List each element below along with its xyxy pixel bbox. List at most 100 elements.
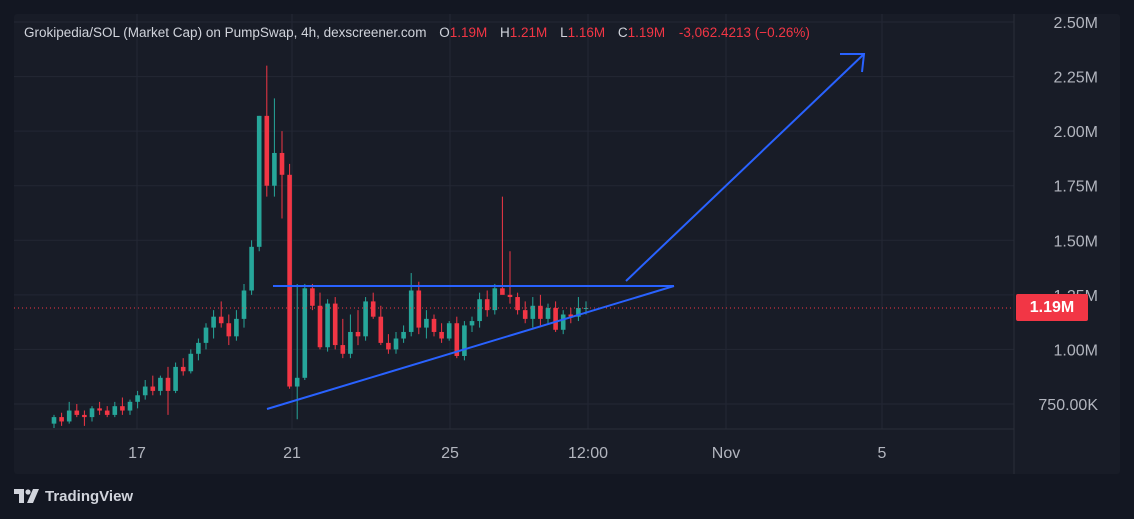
candle-body	[477, 299, 482, 322]
candle-body	[188, 353, 194, 372]
grid	[14, 14, 1015, 474]
candle-body	[355, 331, 361, 337]
candle-body	[180, 366, 186, 372]
candle	[112, 401, 118, 418]
time-tick-label: 5	[878, 445, 887, 462]
candle-body	[522, 310, 528, 319]
candle	[310, 283, 315, 311]
candle	[302, 283, 308, 380]
candle-body	[66, 410, 72, 422]
candle-body	[500, 288, 505, 295]
candle-body	[82, 414, 87, 418]
candle	[332, 297, 338, 350]
time-tick-label: Nov	[712, 445, 740, 462]
price-axis[interactable]: 2.50M2.25M2.00M1.75M1.50M1.25M1.00M750.0…	[1038, 15, 1098, 414]
candle	[59, 412, 64, 426]
candle	[241, 283, 247, 328]
candle-body	[51, 417, 57, 424]
candle	[408, 273, 414, 337]
candle	[317, 292, 323, 350]
candle	[386, 334, 391, 354]
time-axis[interactable]: 17 21 25 12:00 Nov 5	[128, 445, 886, 462]
candle	[97, 401, 102, 415]
ascending-support-line[interactable]	[266, 285, 675, 410]
candle	[378, 305, 384, 346]
symbol-legend: Grokipedia/SOL (Market Cap) on PumpSwap,…	[24, 25, 810, 40]
candle-body	[340, 345, 346, 354]
candle	[135, 390, 140, 409]
candle-body	[89, 408, 95, 418]
candle-body	[256, 115, 262, 247]
candle-body	[173, 366, 178, 391]
candle-body	[150, 386, 156, 391]
candle	[127, 399, 133, 415]
candle	[218, 301, 224, 328]
candle-body	[515, 297, 520, 311]
candle	[51, 414, 57, 429]
candle	[507, 251, 513, 304]
candle	[249, 240, 254, 295]
candle	[165, 366, 171, 415]
candle-body	[454, 323, 460, 356]
candle-body	[287, 174, 292, 387]
candle-body	[393, 338, 399, 350]
candle-body	[530, 305, 536, 319]
high-value: 1.21M	[509, 25, 548, 40]
open-value: 1.19M	[449, 25, 488, 40]
candle-body	[264, 115, 270, 186]
price-tick-label: 1.50M	[1054, 233, 1098, 250]
candle	[492, 283, 498, 315]
candle	[363, 297, 368, 341]
candle-body	[507, 294, 513, 298]
candle	[74, 404, 80, 418]
candle	[264, 65, 270, 197]
chart-panel[interactable]: 2.50M2.25M2.00M1.75M1.50M1.25M1.00M750.0…	[14, 14, 1120, 474]
candle	[484, 290, 490, 317]
candle	[66, 401, 72, 424]
candle-body	[538, 305, 543, 319]
close-value: 1.19M	[627, 25, 666, 40]
breakout-arrow-line[interactable]	[625, 53, 865, 282]
candle-body	[484, 299, 490, 311]
candle	[340, 318, 346, 359]
candle-body	[279, 152, 285, 175]
candle	[158, 375, 163, 396]
candle	[469, 316, 475, 332]
price-tick-label: 2.25M	[1054, 70, 1098, 87]
candle	[462, 321, 467, 361]
candle	[89, 406, 95, 422]
candle	[545, 303, 551, 324]
candle	[500, 196, 505, 295]
candle-body	[348, 331, 353, 354]
time-tick-label: 17	[128, 445, 146, 462]
candle	[294, 283, 300, 420]
candle-body	[127, 401, 133, 411]
candle	[82, 410, 87, 426]
candle	[446, 321, 452, 341]
candle	[226, 314, 232, 346]
candle-body	[370, 301, 376, 317]
candle-body	[97, 408, 102, 411]
tradingview-logo[interactable]: TradingView	[14, 486, 133, 506]
candlestick-chart[interactable]: 2.50M2.25M2.00M1.75M1.50M1.25M1.00M750.0…	[14, 14, 1120, 474]
candle-body	[59, 417, 64, 422]
candle-body	[165, 377, 171, 391]
candle-body	[294, 377, 300, 387]
trendline-drawings[interactable]	[266, 53, 866, 410]
candle-body	[196, 342, 201, 354]
candle	[287, 163, 292, 389]
candle-body	[317, 305, 323, 348]
candle-body	[446, 323, 452, 339]
candle	[234, 310, 239, 341]
candle-body	[226, 323, 232, 337]
time-tick-label: 12:00	[568, 445, 608, 462]
candle-body	[104, 410, 110, 415]
candle	[477, 292, 482, 328]
tradingview-icon	[14, 489, 39, 503]
candle	[279, 131, 285, 219]
candle-body	[401, 331, 406, 339]
candle	[120, 397, 125, 415]
candle-body	[135, 395, 140, 402]
price-change: -3,062.4213 (−0.26%)	[678, 25, 810, 40]
candle	[142, 379, 148, 400]
